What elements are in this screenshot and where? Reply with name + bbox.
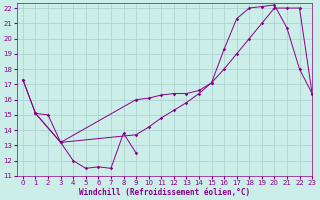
X-axis label: Windchill (Refroidissement éolien,°C): Windchill (Refroidissement éolien,°C) — [79, 188, 250, 197]
